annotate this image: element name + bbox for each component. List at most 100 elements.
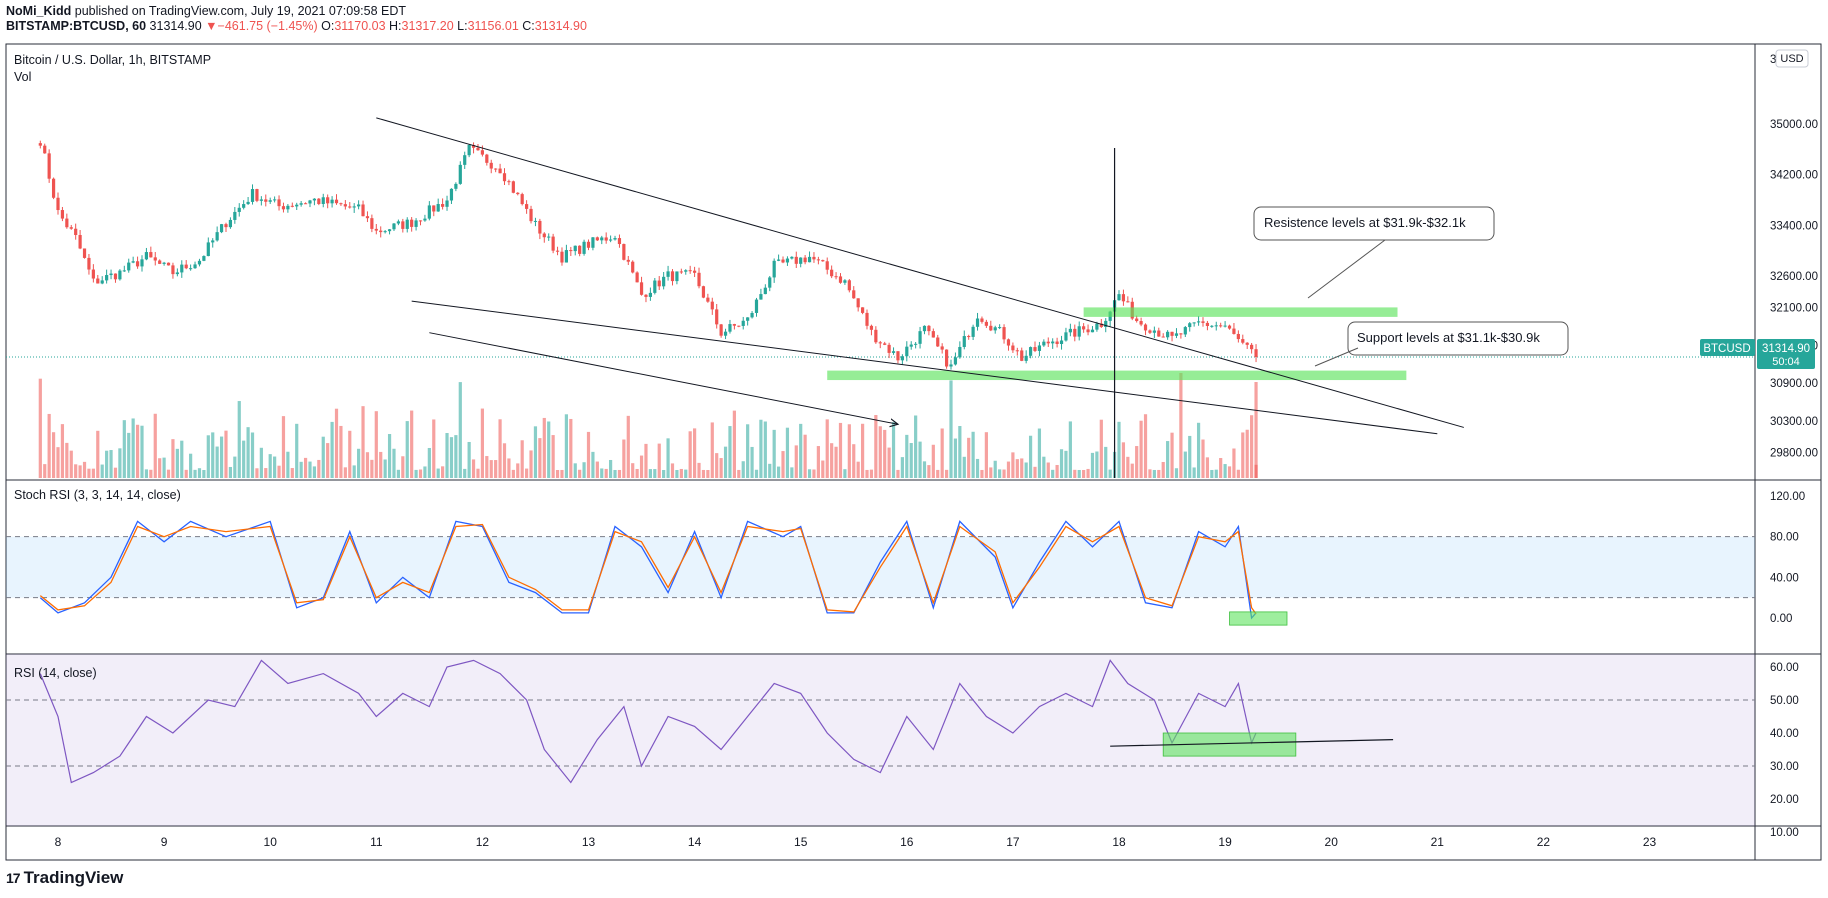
tradingview-logo[interactable]: 17 TradingView	[6, 868, 123, 888]
support-callout[interactable]: Support levels at $31.1k-$30.9k	[1314, 321, 1569, 367]
candle-body	[317, 198, 321, 204]
candle-body	[639, 282, 644, 295]
candle-body	[202, 256, 206, 261]
volume-bar	[449, 437, 454, 478]
candle-body	[821, 260, 825, 262]
volume-bar	[927, 465, 931, 478]
candle-body	[980, 318, 984, 322]
volume-bar	[312, 466, 317, 478]
resistance-callout[interactable]: Resistence levels at $31.9k-$32.1k	[1253, 206, 1495, 299]
candle-body	[953, 357, 958, 365]
volume-bar	[365, 452, 370, 478]
volume-bar	[1183, 451, 1187, 478]
candle-body	[308, 200, 312, 204]
candle-body	[1104, 320, 1108, 327]
candle-body	[1201, 321, 1205, 323]
author-name[interactable]: NoMi_Kidd	[6, 4, 72, 18]
volume-bar	[1241, 432, 1245, 478]
volume-bar	[1223, 464, 1227, 478]
candle-body	[392, 223, 396, 230]
candle-body	[812, 256, 816, 260]
candle-body	[754, 299, 759, 313]
candle-body	[144, 252, 149, 260]
candle-body	[471, 145, 476, 148]
candle-body	[74, 228, 78, 236]
rsi-band	[6, 654, 1755, 826]
candle-body	[78, 235, 82, 249]
stoch-tick-label: 40.00	[1770, 572, 1799, 584]
candle-body	[1135, 318, 1139, 322]
volume-bar	[1020, 458, 1024, 478]
currency-badge[interactable]: USD	[1775, 49, 1809, 68]
volume-bar	[653, 469, 657, 478]
volume-bar	[759, 419, 763, 478]
candle-body	[648, 292, 652, 297]
candle-body	[171, 265, 175, 275]
volume-bar	[710, 422, 714, 478]
volume-bar	[573, 463, 577, 478]
candle-body	[701, 286, 706, 298]
candle-body	[1214, 325, 1218, 327]
candle-body	[38, 143, 42, 146]
volume-bar	[869, 469, 874, 478]
candle-body	[776, 259, 781, 261]
volume-bar	[516, 463, 520, 478]
candle-body	[206, 242, 210, 257]
candle-body	[1174, 333, 1179, 336]
candle-body	[215, 232, 219, 241]
candle-body	[480, 150, 484, 155]
volume-bar	[189, 453, 193, 478]
volume-bar	[1139, 420, 1143, 478]
volume-bar	[812, 469, 816, 478]
candle-body	[1117, 294, 1121, 301]
candle-body	[613, 238, 617, 240]
volume-bar	[953, 438, 958, 478]
volume-bar	[410, 410, 414, 478]
candle-body	[1227, 325, 1232, 329]
candle-body	[887, 344, 891, 353]
tradingview-logo-icon: 17	[6, 870, 21, 886]
volume-bar	[268, 454, 272, 478]
volume-bar	[286, 451, 290, 478]
candle-body	[405, 219, 409, 229]
volume-bar	[1143, 414, 1148, 478]
rsi-tick-label: 60.00	[1770, 662, 1799, 674]
volume-bar	[768, 463, 772, 478]
volume-bar	[1254, 382, 1258, 478]
candle-body	[878, 342, 882, 344]
candle-body	[790, 256, 794, 259]
candle-body	[670, 271, 675, 282]
candle-body	[197, 260, 202, 265]
price-tick-label: 30300.00	[1770, 416, 1818, 428]
candle-body	[967, 336, 971, 338]
volume-bar	[1068, 421, 1072, 478]
candle-body	[414, 220, 418, 227]
candle-body	[436, 204, 440, 212]
volume-bar	[219, 436, 224, 478]
candle-body	[113, 273, 118, 280]
volume-bar	[1157, 469, 1161, 478]
candle-body	[1024, 355, 1028, 361]
volume-bar	[542, 417, 546, 478]
volume-bar	[874, 415, 878, 478]
volume-bar	[166, 469, 171, 478]
volume-bar	[56, 447, 60, 478]
volume-bar	[100, 464, 104, 478]
currency-badge-box	[1775, 49, 1809, 68]
candle-body	[1250, 344, 1254, 350]
price-tick-label: 33400.00	[1770, 220, 1818, 232]
volume-bar	[684, 469, 688, 478]
candle-body	[1245, 342, 1249, 345]
candle-body	[43, 145, 47, 154]
volume-bar	[74, 464, 78, 478]
candle-body	[135, 261, 140, 267]
volume-bar	[670, 463, 675, 478]
volume-bar	[555, 469, 560, 478]
volume-bar	[489, 460, 493, 478]
trendline	[411, 300, 1438, 435]
candle-body	[719, 324, 723, 336]
volume-bar	[586, 431, 591, 478]
volume-bar	[1170, 432, 1174, 478]
candle-body	[149, 252, 153, 258]
